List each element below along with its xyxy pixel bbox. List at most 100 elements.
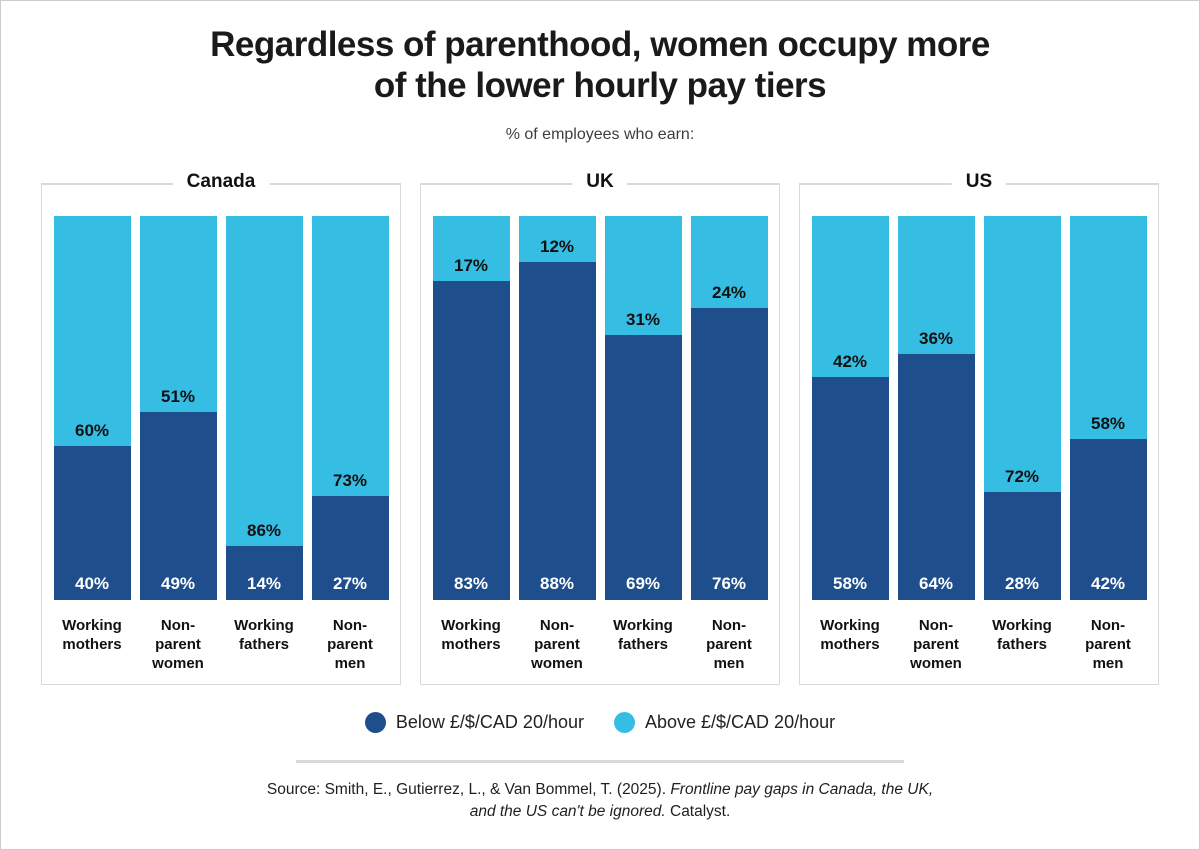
bar-segment-below: [139, 411, 217, 600]
panel-title-uk: UK: [572, 170, 628, 193]
above-value-label: 51%: [160, 386, 196, 406]
bar-us-working-fathers: 72% 28%: [983, 215, 1061, 600]
bar-us-non-parent-women: 36% 64%: [897, 215, 975, 600]
bar-uk-non-parent-men: 24% 76%: [690, 215, 768, 600]
legend-item-above: Above £/$/CAD 20/hour: [613, 711, 836, 733]
bar-segment-above: [53, 215, 131, 447]
bar-segment-above: [225, 215, 303, 547]
bar-canada-working-mothers: 60% 40%: [53, 215, 131, 600]
legend-item-below: Below £/$/CAD 20/hour: [364, 711, 584, 733]
bar-segment-above: [432, 215, 510, 282]
panels-container: Canada 60% 40% Working mothers 51% 49% Non- pa…: [1, 170, 1199, 685]
below-value-label: 14%: [246, 573, 282, 593]
category-label-working-fathers: Working fathers: [613, 616, 673, 653]
bar-us-working-mothers: 42% 58%: [811, 215, 889, 600]
bar-segment-below: [983, 492, 1061, 600]
panel-us: US 42% 58% Working mothers 36% 64% Non- parent…: [799, 170, 1159, 685]
above-value-label: 72%: [1004, 467, 1040, 487]
source-prefix: Source: Smith, E., Gutierrez, L., & Van …: [266, 780, 671, 798]
bar-uk-working-mothers: 17% 83%: [432, 215, 510, 600]
below-value-label: 40%: [74, 573, 110, 593]
bar-us-non-parent-men: 58% 42%: [1069, 215, 1147, 600]
bar-column-non-parent-women: 51% 49% Non- parent women: [139, 215, 217, 673]
bar-segment-above: [811, 215, 889, 378]
category-label-non-parent-women: Non- parent women: [910, 616, 962, 672]
source-italic-title: Frontline pay gaps in Canada, the UK, an…: [469, 780, 934, 821]
category-label-working-fathers: Working fathers: [992, 616, 1052, 653]
below-value-label: 83%: [453, 573, 489, 593]
bar-column-non-parent-women: 12% 88% Non- parent women: [518, 215, 596, 673]
below-value-label: 49%: [160, 573, 196, 593]
bar-segment-below: [1069, 438, 1147, 600]
bar-segment-above: [690, 215, 768, 309]
bar-segment-below: [518, 261, 596, 600]
bar-column-working-mothers: 17% 83% Working mothers: [432, 215, 510, 673]
above-value-label: 24%: [711, 283, 747, 303]
bar-segment-below: [311, 496, 389, 600]
category-label-working-mothers: Working mothers: [441, 616, 501, 653]
above-value-label: 42%: [832, 352, 868, 372]
bar-segment-above: [1069, 215, 1147, 439]
source-suffix: Catalyst.: [665, 803, 731, 821]
bar-segment-below: [604, 334, 682, 600]
category-label-working-mothers: Working mothers: [820, 616, 880, 653]
legend-label-above: Above £/$/CAD 20/hour: [644, 711, 836, 732]
category-label-non-parent-men: Non- parent men: [1085, 616, 1131, 672]
above-value-label: 58%: [1090, 413, 1126, 433]
bar-segment-below: [811, 377, 889, 600]
source-citation: Source: Smith, E., Gutierrez, L., & Van …: [255, 779, 945, 824]
bars-area-us: 42% 58% Working mothers 36% 64% Non- parent w…: [800, 185, 1158, 673]
below-value-label: 42%: [1090, 573, 1126, 593]
bar-segment-above: [518, 215, 596, 262]
panel-canada: Canada 60% 40% Working mothers 51% 49% Non- pa…: [41, 170, 401, 685]
category-label-non-parent-women: Non- parent women: [152, 616, 204, 672]
bar-column-working-mothers: 60% 40% Working mothers: [53, 215, 131, 673]
bar-column-working-mothers: 42% 58% Working mothers: [811, 215, 889, 673]
above-value-label: 17%: [453, 256, 489, 276]
bar-column-non-parent-men: 24% 76% Non- parent men: [690, 215, 768, 673]
bar-column-non-parent-women: 36% 64% Non- parent women: [897, 215, 975, 673]
bars-area-uk: 17% 83% Working mothers 12% 88% Non- parent w…: [421, 185, 779, 673]
bar-segment-above: [983, 215, 1061, 493]
bar-segment-above: [604, 215, 682, 335]
panel-uk: UK 17% 83% Working mothers 12% 88% Non- parent…: [420, 170, 780, 685]
above-value-label: 86%: [246, 521, 282, 541]
below-swatch-icon: [364, 711, 386, 733]
chart-title: Regardless of parenthood, women occupy m…: [210, 25, 990, 105]
bar-canada-non-parent-men: 73% 27%: [311, 215, 389, 600]
divider: [296, 759, 904, 763]
category-label-working-mothers: Working mothers: [62, 616, 122, 653]
category-label-working-fathers: Working fathers: [234, 616, 294, 653]
bar-segment-below: [225, 546, 303, 600]
above-value-label: 60%: [74, 421, 110, 441]
bar-column-working-fathers: 86% 14% Working fathers: [225, 215, 303, 673]
panel-title-canada: Canada: [172, 170, 270, 193]
bar-segment-above: [311, 215, 389, 497]
above-value-label: 31%: [625, 309, 661, 329]
chart-subtitle: % of employees who earn:: [505, 125, 695, 143]
below-value-label: 88%: [539, 573, 575, 593]
below-value-label: 69%: [625, 573, 661, 593]
above-value-label: 36%: [918, 329, 954, 349]
above-value-label: 12%: [539, 236, 575, 256]
bar-segment-below: [53, 446, 131, 600]
bar-canada-working-fathers: 86% 14%: [225, 215, 303, 600]
bar-uk-non-parent-women: 12% 88%: [518, 215, 596, 600]
legend-label-below: Below £/$/CAD 20/hour: [395, 711, 584, 732]
bar-canada-non-parent-women: 51% 49%: [139, 215, 217, 600]
below-value-label: 27%: [332, 573, 368, 593]
above-swatch-icon: [613, 711, 635, 733]
panel-title-us: US: [951, 170, 1007, 193]
bar-segment-below: [897, 354, 975, 600]
legend: Below £/$/CAD 20/hour Above £/$/CAD 20/h…: [1, 711, 1199, 733]
bar-column-non-parent-men: 73% 27% Non- parent men: [311, 215, 389, 673]
category-label-non-parent-men: Non- parent men: [327, 616, 373, 672]
bar-segment-above: [139, 215, 217, 412]
category-label-non-parent-women: Non- parent women: [531, 616, 583, 672]
bar-segment-below: [432, 281, 510, 600]
bar-segment-above: [897, 215, 975, 355]
category-label-non-parent-men: Non- parent men: [706, 616, 752, 672]
bar-column-non-parent-men: 58% 42% Non- parent men: [1069, 215, 1147, 673]
bars-area-canada: 60% 40% Working mothers 51% 49% Non- parent w…: [42, 185, 400, 673]
